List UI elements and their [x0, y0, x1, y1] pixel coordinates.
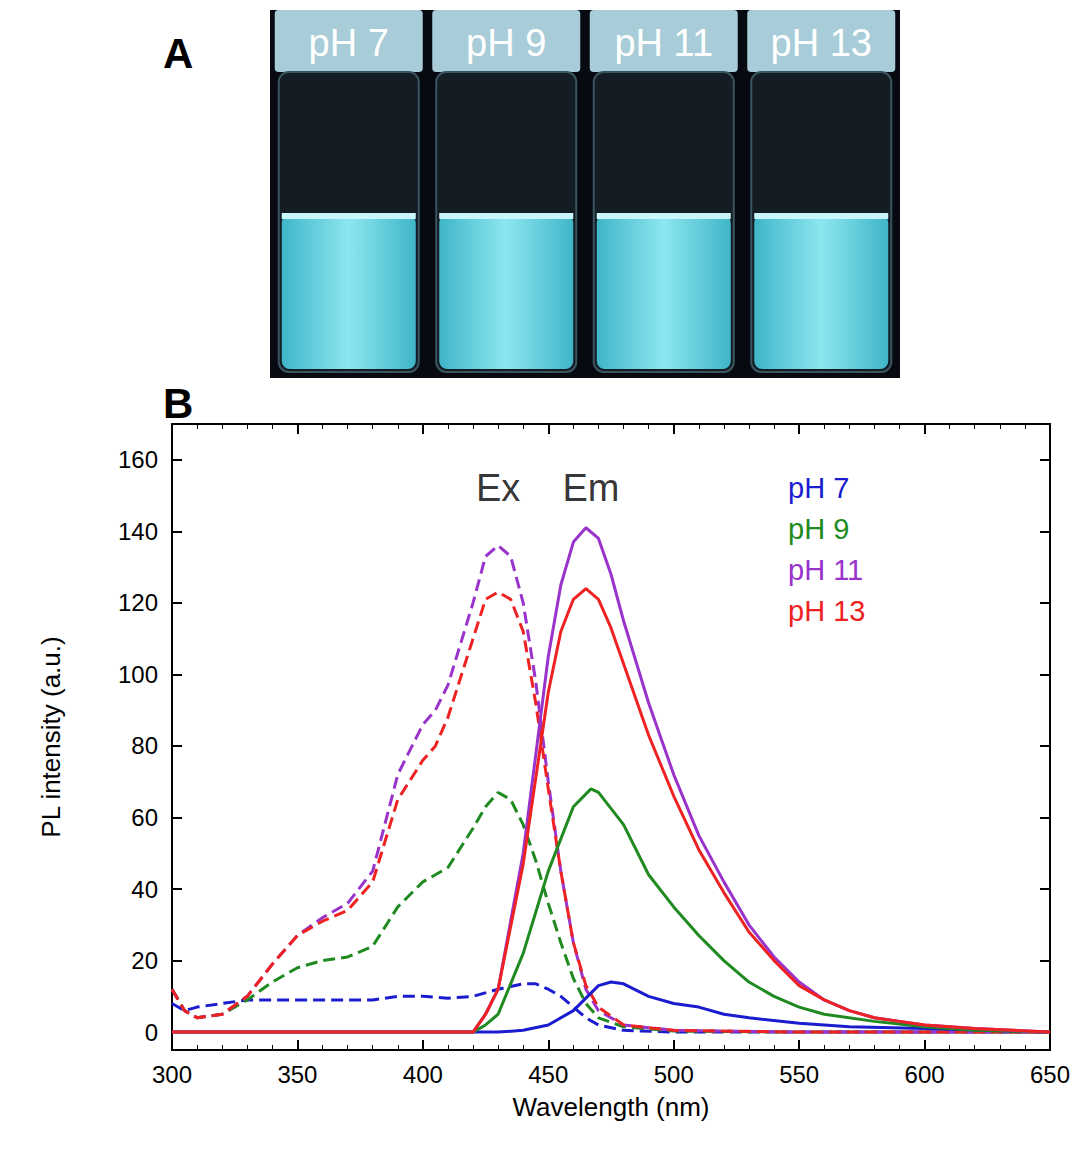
- svg-text:160: 160: [118, 446, 158, 473]
- svg-text:500: 500: [654, 1061, 694, 1088]
- svg-text:Wavelength (nm): Wavelength (nm): [513, 1092, 710, 1122]
- svg-text:140: 140: [118, 518, 158, 545]
- svg-text:pH 13: pH 13: [788, 595, 865, 627]
- svg-text:pH 11: pH 11: [614, 22, 713, 64]
- svg-text:pH 7: pH 7: [309, 22, 389, 64]
- svg-text:40: 40: [131, 876, 158, 903]
- svg-text:550: 550: [779, 1061, 819, 1088]
- svg-text:pH 11: pH 11: [788, 554, 863, 586]
- svg-text:PL intensity (a.u.): PL intensity (a.u.): [36, 636, 66, 837]
- svg-text:400: 400: [403, 1061, 443, 1088]
- svg-text:120: 120: [118, 589, 158, 616]
- svg-text:80: 80: [131, 732, 158, 759]
- svg-text:Em: Em: [562, 467, 619, 509]
- svg-text:pH 9: pH 9: [788, 513, 849, 545]
- svg-text:600: 600: [905, 1061, 945, 1088]
- svg-text:650: 650: [1030, 1061, 1070, 1088]
- html-text:B: B: [163, 380, 194, 427]
- svg-text:pH 9: pH 9: [466, 22, 546, 64]
- svg-text:20: 20: [131, 947, 158, 974]
- svg-text:300: 300: [152, 1061, 192, 1088]
- html-text:A: A: [163, 30, 194, 77]
- svg-text:pH 7: pH 7: [788, 472, 849, 504]
- svg-text:60: 60: [131, 804, 158, 831]
- svg-text:350: 350: [277, 1061, 317, 1088]
- svg-text:pH 13: pH 13: [771, 22, 872, 64]
- svg-text:450: 450: [528, 1061, 568, 1088]
- svg-text:100: 100: [118, 661, 158, 688]
- svg-text:0: 0: [145, 1019, 158, 1046]
- svg-text:Ex: Ex: [476, 467, 520, 509]
